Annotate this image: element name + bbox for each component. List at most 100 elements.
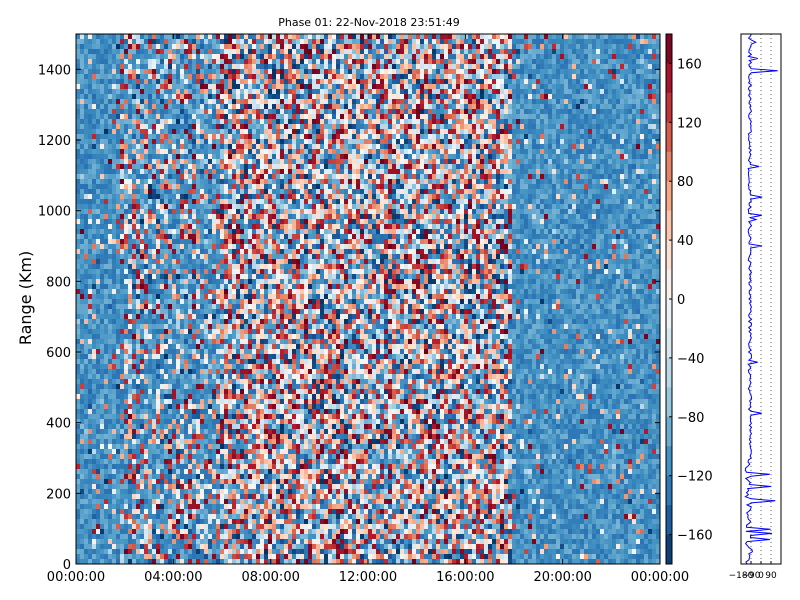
heatmap-cell	[216, 549, 221, 555]
heatmap-cell	[204, 279, 209, 285]
heatmap-cell	[228, 429, 233, 435]
heatmap-cell	[136, 509, 141, 515]
heatmap-cell	[184, 39, 189, 45]
heatmap-cell	[228, 124, 233, 130]
heatmap-cell	[180, 269, 185, 275]
heatmap-cell	[176, 49, 181, 55]
heatmap-cell	[112, 559, 117, 565]
heatmap-cell	[252, 229, 257, 235]
heatmap-cell	[180, 539, 185, 545]
heatmap-cell	[180, 219, 185, 225]
heatmap-cell	[128, 379, 133, 385]
heatmap-cell	[136, 64, 141, 70]
heatmap-cell	[96, 554, 101, 560]
heatmap-cell	[260, 59, 265, 65]
heatmap-cell	[88, 494, 93, 500]
heatmap-cell	[212, 559, 217, 565]
heatmap-cell	[128, 359, 133, 365]
heatmap-cell	[260, 219, 265, 225]
heatmap-cell	[232, 114, 237, 120]
heatmap-cell	[220, 379, 225, 385]
heatmap-cell	[224, 349, 229, 355]
heatmap-cell	[144, 319, 149, 325]
heatmap-cell	[88, 254, 93, 260]
heatmap-cell	[112, 234, 117, 240]
heatmap-cell	[212, 259, 217, 265]
heatmap-cell	[192, 64, 197, 70]
heatmap-cell	[152, 74, 157, 80]
heatmap-cell	[236, 314, 241, 320]
heatmap-cell	[128, 544, 133, 550]
heatmap-cell	[248, 224, 253, 230]
heatmap-cell	[200, 439, 205, 445]
heatmap-cell	[88, 484, 93, 490]
heatmap-cell	[248, 54, 253, 60]
heatmap-cell	[76, 399, 81, 405]
heatmap-cell	[224, 59, 229, 65]
heatmap-cell	[248, 369, 253, 375]
heatmap-cell	[248, 309, 253, 315]
heatmap-cell	[160, 204, 165, 210]
heatmap-cell	[260, 339, 265, 345]
heatmap-cell	[172, 254, 177, 260]
heatmap-cell	[220, 284, 225, 290]
heatmap-cell	[92, 79, 97, 85]
heatmap-cell	[264, 64, 269, 70]
heatmap-cell	[184, 79, 189, 85]
heatmap-cell	[136, 409, 141, 415]
heatmap-cell	[140, 154, 145, 160]
heatmap-cell	[116, 79, 121, 85]
heatmap-cell	[176, 269, 181, 275]
heatmap-cell	[104, 344, 109, 350]
heatmap-cell	[248, 354, 253, 360]
heatmap-cell	[168, 434, 173, 440]
heatmap-cell	[188, 424, 193, 430]
heatmap-cell	[160, 124, 165, 130]
heatmap-cell	[152, 434, 157, 440]
heatmap-cell	[236, 254, 241, 260]
heatmap-cell	[224, 124, 229, 130]
heatmap-cell	[236, 184, 241, 190]
heatmap-cell	[112, 344, 117, 350]
heatmap-cell	[148, 189, 153, 195]
heatmap-cell	[176, 74, 181, 80]
heatmap-cell	[252, 179, 257, 185]
heatmap-cell	[140, 309, 145, 315]
heatmap-cell	[104, 84, 109, 90]
heatmap-cell	[96, 259, 101, 265]
heatmap-cell	[164, 149, 169, 155]
heatmap-cell	[188, 354, 193, 360]
heatmap-cell	[192, 359, 197, 365]
heatmap-cell	[128, 419, 133, 425]
heatmap-cell	[208, 49, 213, 55]
heatmap-cell	[128, 34, 133, 40]
heatmap-cell	[80, 414, 85, 420]
heatmap-cell	[172, 474, 177, 480]
heatmap-cell	[228, 389, 233, 395]
heatmap-cell	[80, 559, 85, 565]
heatmap-cell	[132, 389, 137, 395]
heatmap-cell	[248, 359, 253, 365]
heatmap-cell	[252, 369, 257, 375]
heatmap-cell	[96, 134, 101, 140]
heatmap-cell	[144, 339, 149, 345]
heatmap-cell	[128, 189, 133, 195]
heatmap-cell	[196, 424, 201, 430]
heatmap-cell	[164, 284, 169, 290]
heatmap-cell	[172, 49, 177, 55]
heatmap-cell	[260, 489, 265, 495]
heatmap-cell	[196, 439, 201, 445]
heatmap-cell	[252, 269, 257, 275]
heatmap-cell	[104, 94, 109, 100]
heatmap-cell	[140, 449, 145, 455]
heatmap-cell	[104, 209, 109, 215]
heatmap-cell	[172, 434, 177, 440]
heatmap-cell	[108, 109, 113, 115]
heatmap-cell	[228, 259, 233, 265]
heatmap-cell	[140, 214, 145, 220]
heatmap-cell	[248, 94, 253, 100]
heatmap-cell	[144, 279, 149, 285]
heatmap-cell	[240, 454, 245, 460]
heatmap-cell	[104, 149, 109, 155]
heatmap-cell	[252, 94, 257, 100]
